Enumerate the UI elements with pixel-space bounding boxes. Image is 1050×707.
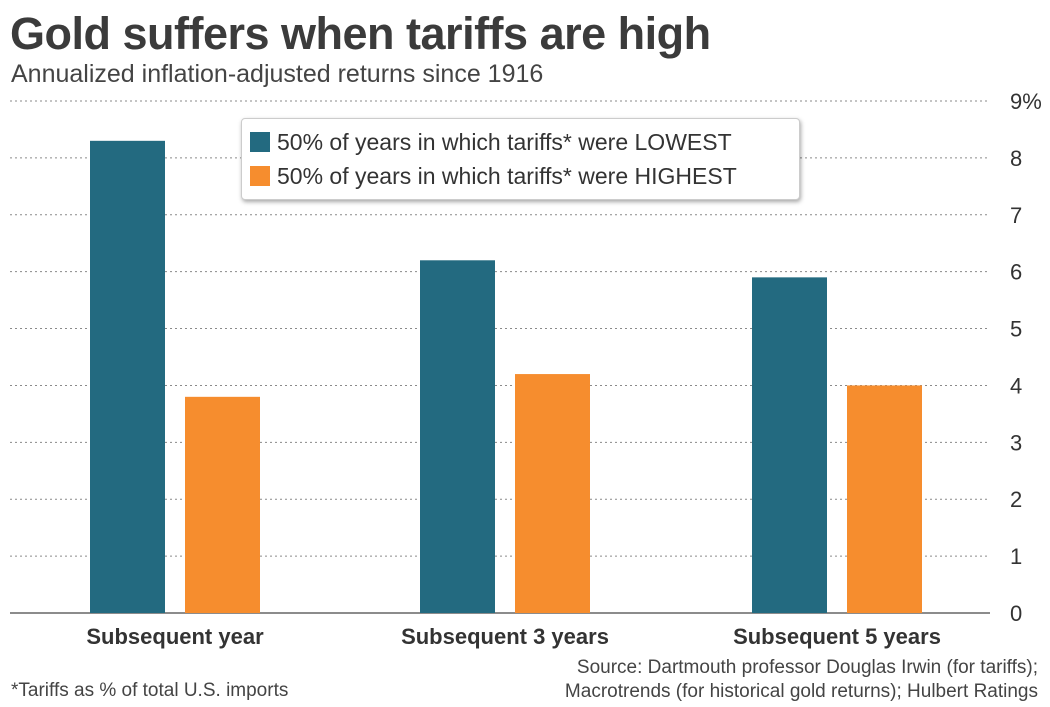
y-tick-label: 2 (1010, 487, 1022, 512)
bar-lowest-1 (90, 140, 165, 614)
source-note: Source: Dartmouth professor Douglas Irwi… (565, 656, 1038, 704)
bar-highest-3 (847, 385, 922, 613)
x-tick-label: Subsequent 3 years (401, 624, 609, 649)
y-tick-label: 7 (1010, 203, 1022, 228)
x-tick-label: Subsequent year (86, 624, 264, 649)
y-tick-label: 4 (1010, 373, 1022, 398)
legend-swatch-lowest (250, 132, 270, 152)
legend-swatch-highest (250, 166, 270, 186)
y-tick-label: 5 (1010, 317, 1022, 342)
y-tick-label: 9% (1010, 89, 1042, 114)
bar-lowest-3 (752, 277, 827, 613)
footnote: *Tariffs as % of total U.S. imports (11, 680, 289, 701)
y-tick-label: 8 (1010, 146, 1022, 171)
y-tick-label: 3 (1010, 430, 1022, 455)
bar-lowest-2 (420, 260, 495, 613)
chart-title: Gold suffers when tariffs are high (10, 8, 711, 59)
x-tick-label: Subsequent 5 years (733, 624, 941, 649)
y-tick-label: 6 (1010, 260, 1022, 285)
bar-highest-2 (515, 374, 590, 613)
legend-item-highest: 50% of years in which tariffs* were HIGH… (250, 159, 791, 193)
source-line-1: Source: Dartmouth professor Douglas Irwi… (576, 657, 1038, 678)
y-tick-label: 0 (1010, 601, 1022, 626)
legend-label-highest: 50% of years in which tariffs* were HIGH… (277, 162, 737, 189)
source-line-2: Macrotrends (for historical gold returns… (564, 681, 1038, 702)
legend-label-lowest: 50% of years in which tariffs* were LOWE… (277, 128, 732, 155)
bar-highest-1 (185, 396, 260, 613)
legend-item-lowest: 50% of years in which tariffs* were LOWE… (250, 125, 791, 159)
y-tick-label: 1 (1010, 544, 1022, 569)
chart-subtitle: Annualized inflation-adjusted returns si… (11, 60, 544, 88)
chart-legend: 50% of years in which tariffs* were LOWE… (241, 118, 800, 200)
